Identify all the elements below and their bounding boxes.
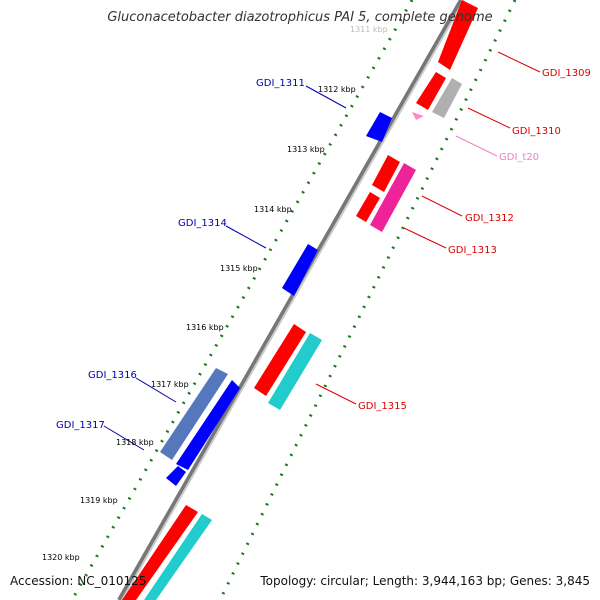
gene-label-1309[interactable]: GDI_1309 [542,68,591,79]
leader-1311 [305,85,347,109]
gene-glyph-1310[interactable] [416,72,446,110]
leader-1317 [103,425,145,451]
tick-label: 1319 kbp [80,496,118,505]
tick-label: 1320 kbp [42,553,80,562]
gene-label-t20[interactable]: GDI_t20 [499,152,539,163]
gene-label-1313[interactable]: GDI_1313 [448,245,497,256]
gene-glyph-1314[interactable] [282,244,318,296]
gene-glyph-1311[interactable] [366,112,392,142]
gene-glyph-1310b[interactable] [432,78,462,118]
gene-glyph-1317b[interactable] [166,466,186,486]
leader-1315 [315,383,357,405]
gene-label-1312[interactable]: GDI_1312 [465,213,514,224]
tick-label: 1317 kbp [151,380,189,389]
outer-tick-ring [218,0,517,600]
inner-tick-ring [70,0,414,600]
gene-label-1314[interactable]: GDI_1314 [178,218,227,229]
leader-1312 [421,195,463,217]
gene-glyph-1312a[interactable] [372,155,400,192]
gene-glyph-1312b[interactable] [356,192,380,222]
tick-label: 1311 kbp [350,25,388,34]
gene-label-1310[interactable]: GDI_1310 [512,126,561,137]
genome-backbone-shade [121,0,465,600]
tick-label: 1312 kbp [318,85,356,94]
gene-glyph-1315b[interactable] [268,333,322,410]
gene-glyph-1309[interactable] [438,0,478,70]
gene-label-1315[interactable]: GDI_1315 [358,401,407,412]
tick-label: 1318 kbp [116,438,154,447]
tick-label: 1314 kbp [254,205,292,214]
tick-label: 1316 kbp [186,323,224,332]
gene-label-1311[interactable]: GDI_1311 [256,78,305,89]
map-title: Gluconacetobacter diazotrophicus PAI 5, … [107,10,493,25]
gene-glyph-1317[interactable] [176,380,240,470]
tick-label: 1315 kbp [220,264,258,273]
gene-glyph-1316[interactable] [160,368,228,460]
accession-label: Accession: NC_010125 [10,574,147,588]
gene-glyph-1313[interactable] [370,163,416,232]
leader-t20 [455,135,498,157]
leader-1316 [135,377,177,403]
topology-label: Topology: circular; Length: 3,944,163 bp… [260,574,590,588]
leader-1314 [225,225,267,249]
gene-glyph-bottom-red[interactable] [122,505,198,600]
tick-label: 1313 kbp [287,145,325,154]
gene-glyph-bottom-cyan[interactable] [144,514,212,600]
genome-backbone [117,0,463,600]
gene-label-1316[interactable]: GDI_1316 [88,370,137,381]
gene-glyph-1315a[interactable] [254,324,306,396]
gene-glyph-t20[interactable] [412,112,424,120]
leader-1313 [403,227,447,249]
leader-1310 [467,107,511,129]
leader-1309 [497,51,541,73]
gene-label-1317[interactable]: GDI_1317 [56,420,105,431]
